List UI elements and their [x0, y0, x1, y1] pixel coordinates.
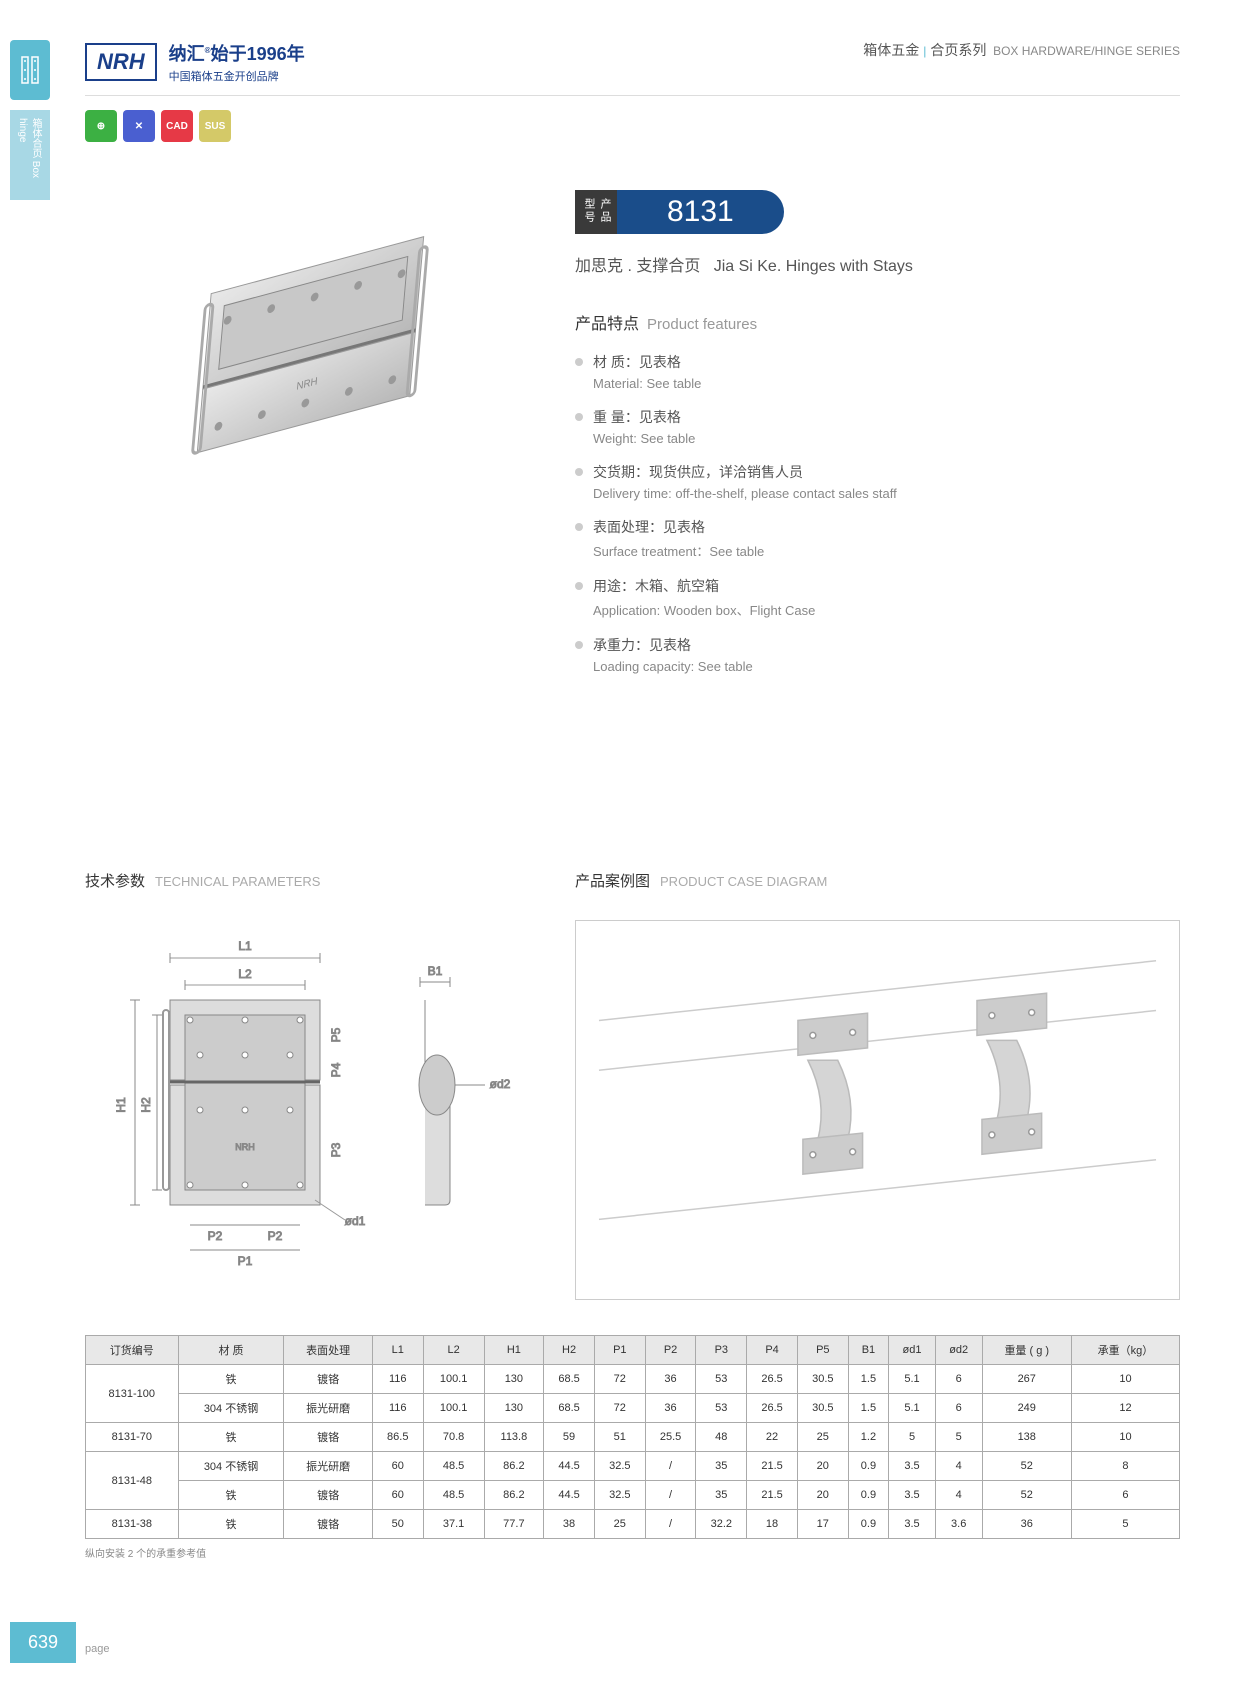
header-divider — [85, 95, 1180, 96]
model-number: 8131 — [617, 190, 784, 234]
table-note: 纵向安装 2 个的承重参考值 — [85, 1545, 1180, 1560]
product-features: 产品特点Product features 材 质：见表格Material: Se… — [575, 310, 1180, 690]
model-section: 产品型号 8131 加思克 . 支撑合页 Jia Si Ke. Hinges w… — [575, 190, 913, 276]
page-label: page — [85, 1643, 109, 1655]
technical-diagram: L1 L2 H1 H2 P5 P4 P3 P2 P2 P1 ød1 NRH B1… — [85, 920, 535, 1300]
svg-text:P2: P2 — [268, 1229, 283, 1243]
product-image: NRH — [120, 195, 500, 505]
brand-sub: 中国箱体五金开创品牌 — [169, 68, 305, 84]
svg-text:P1: P1 — [238, 1254, 253, 1268]
page-number: 639 — [10, 1622, 76, 1663]
svg-text:P5: P5 — [329, 1027, 343, 1042]
params-table: 订货编号材 质表面处理L1L2H1H2P1P2P3P4P5B1ød1ød2重量 … — [85, 1335, 1180, 1560]
svg-text:ød2: ød2 — [490, 1077, 511, 1091]
svg-text:P2: P2 — [208, 1229, 223, 1243]
logo-area: NRH 纳汇®始于1996年 中国箱体五金开创品牌 — [85, 40, 305, 84]
svg-text:H2: H2 — [139, 1097, 153, 1113]
brand-cn: 纳汇 — [169, 44, 205, 64]
feature-item: 材 质：见表格Material: See table — [575, 352, 1180, 391]
feature-item: 重 量：见表格Weight: See table — [575, 407, 1180, 446]
svg-text:P3: P3 — [329, 1142, 343, 1157]
badge-icon: ⊕ — [85, 110, 117, 142]
svg-text:B1: B1 — [428, 964, 443, 978]
badge-icon: ✕ — [123, 110, 155, 142]
svg-text:P4: P4 — [329, 1062, 343, 1077]
svg-text:L1: L1 — [238, 939, 252, 953]
badge-icon: CAD — [161, 110, 193, 142]
badge-icon: SUS — [199, 110, 231, 142]
side-tab-icon — [10, 40, 50, 100]
svg-text:NRH: NRH — [235, 1142, 255, 1152]
badge-icons: ⊕ ✕ CAD SUS — [85, 110, 231, 142]
feature-item: 交货期：现货供应，详洽销售人员Delivery time: off-the-sh… — [575, 462, 1180, 501]
model-label: 产品型号 — [575, 190, 619, 234]
feature-item: 表面处理：见表格Surface treatment：See table — [575, 517, 1180, 560]
svg-text:ød1: ød1 — [345, 1214, 366, 1228]
case-diagram — [575, 920, 1180, 1300]
case-diagram-title: 产品案例图PRODUCT CASE DIAGRAM — [575, 870, 827, 891]
svg-text:L2: L2 — [238, 967, 252, 981]
svg-text:H1: H1 — [114, 1097, 128, 1113]
side-tab-label: 箱体合页 Box hinge — [10, 110, 50, 200]
feature-item: 承重力：见表格Loading capacity: See table — [575, 635, 1180, 674]
logo-mark: NRH — [85, 43, 157, 81]
feature-item: 用途：木箱、航空箱Application: Wooden box、Flight … — [575, 576, 1180, 619]
header: NRH 纳汇®始于1996年 中国箱体五金开创品牌 箱体五金|合页系列 BOX … — [85, 40, 1180, 84]
model-subtitle: 加思克 . 支撑合页 Jia Si Ke. Hinges with Stays — [575, 252, 913, 276]
tech-params-title: 技术参数TECHNICAL PARAMETERS — [85, 870, 320, 891]
brand-slogan: 始于1996年 — [211, 44, 305, 64]
header-category: 箱体五金|合页系列 BOX HARDWARE/HINGE SERIES — [863, 40, 1180, 60]
